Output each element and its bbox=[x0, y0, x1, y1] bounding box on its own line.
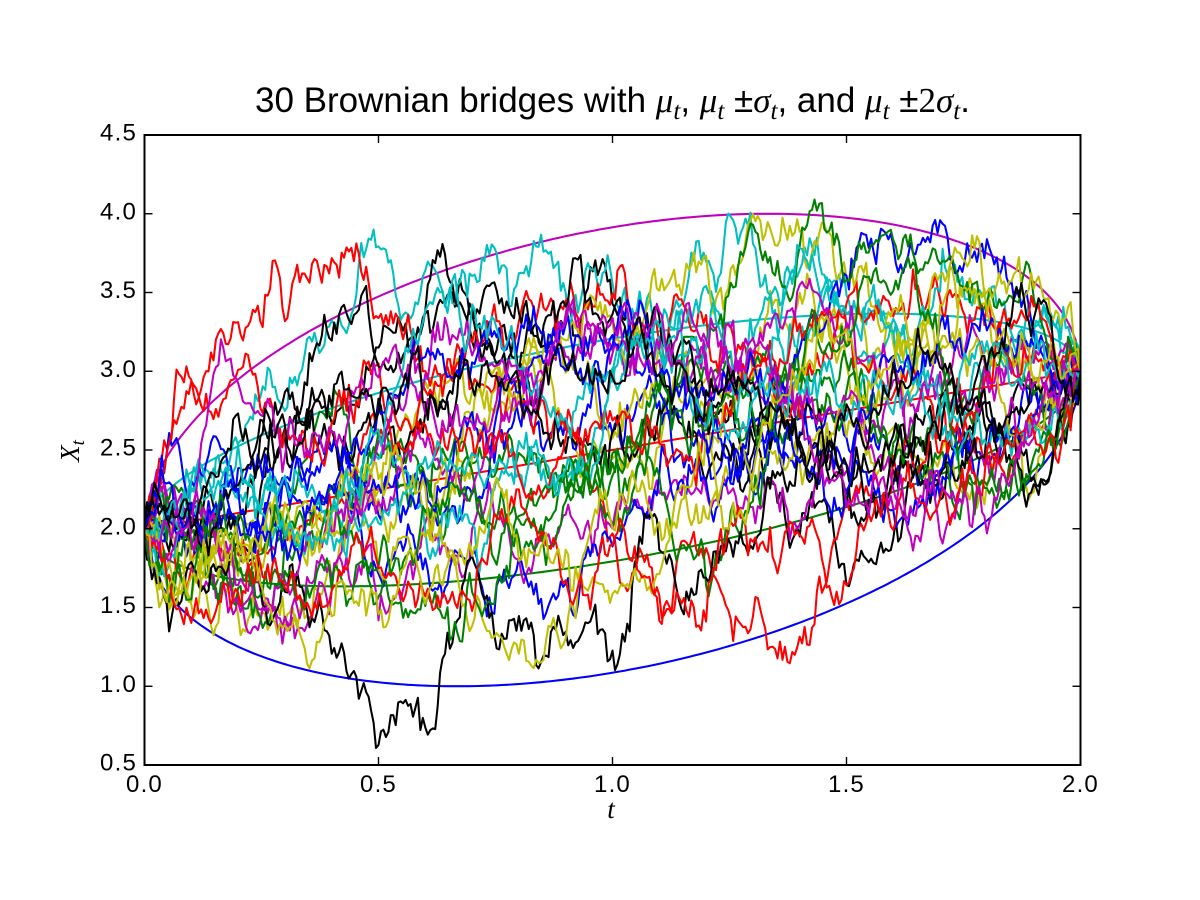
svg-text:3.5: 3.5 bbox=[100, 277, 137, 304]
svg-text:30 Brownian bridges with μt​,: 30 Brownian bridges with μt​, μt​ ±σt​, … bbox=[255, 81, 970, 125]
svg-text:1.0: 1.0 bbox=[594, 771, 631, 798]
svg-text:0.5: 0.5 bbox=[360, 771, 397, 798]
svg-text:4.0: 4.0 bbox=[100, 198, 137, 225]
svg-text:2.0: 2.0 bbox=[100, 514, 137, 541]
svg-text:1.5: 1.5 bbox=[100, 592, 137, 619]
svg-text:1.5: 1.5 bbox=[828, 771, 865, 798]
svg-text:1.0: 1.0 bbox=[100, 671, 137, 698]
svg-text:4.5: 4.5 bbox=[100, 120, 137, 147]
svg-text:2.5: 2.5 bbox=[100, 435, 137, 462]
svg-text:0.0: 0.0 bbox=[126, 771, 163, 798]
svg-text:0.5: 0.5 bbox=[100, 750, 137, 777]
svg-text:t: t bbox=[607, 794, 616, 824]
svg-text:2.0: 2.0 bbox=[1062, 771, 1099, 798]
svg-text:3.0: 3.0 bbox=[100, 356, 137, 383]
